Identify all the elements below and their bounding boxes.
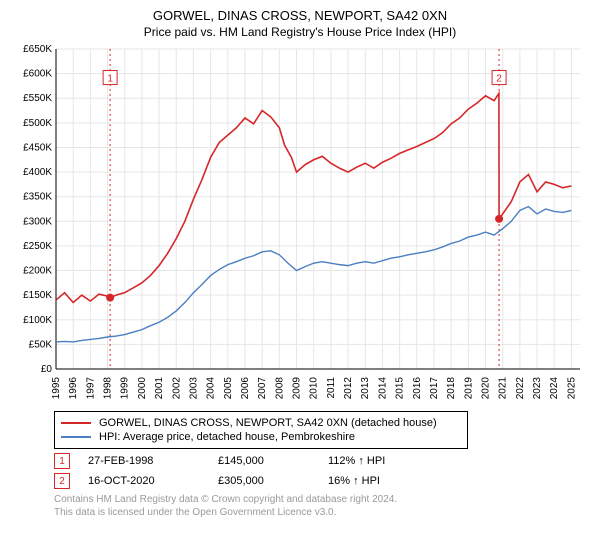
svg-text:£50K: £50K [29, 339, 53, 350]
svg-text:1996: 1996 [68, 377, 79, 400]
svg-text:£500K: £500K [23, 118, 52, 129]
svg-text:2001: 2001 [154, 377, 165, 400]
svg-text:2016: 2016 [412, 377, 423, 400]
chart-subtitle: Price paid vs. HM Land Registry's House … [12, 25, 588, 39]
svg-text:2007: 2007 [257, 377, 268, 400]
svg-text:2014: 2014 [377, 377, 388, 400]
legend-swatch [61, 422, 91, 424]
event-date: 27-FEB-1998 [88, 455, 218, 467]
svg-text:2011: 2011 [326, 377, 337, 399]
attribution: Contains HM Land Registry data © Crown c… [54, 493, 588, 519]
svg-text:2009: 2009 [292, 377, 303, 400]
svg-text:2012: 2012 [343, 377, 354, 400]
legend: GORWEL, DINAS CROSS, NEWPORT, SA42 0XN (… [54, 411, 468, 449]
svg-text:£400K: £400K [23, 167, 52, 178]
legend-item: HPI: Average price, detached house, Pemb… [61, 430, 461, 444]
svg-text:2005: 2005 [223, 377, 234, 400]
event-row: 1 27-FEB-1998£145,000112% ↑ HPI [54, 453, 588, 469]
svg-text:£100K: £100K [23, 315, 52, 326]
svg-text:2: 2 [496, 74, 502, 85]
attribution-line: This data is licensed under the Open Gov… [54, 506, 588, 519]
chart-container: GORWEL, DINAS CROSS, NEWPORT, SA42 0XN P… [0, 0, 600, 525]
svg-text:1999: 1999 [120, 377, 131, 400]
event-date: 16-OCT-2020 [88, 475, 218, 487]
svg-text:£250K: £250K [23, 241, 52, 252]
svg-text:£300K: £300K [23, 216, 52, 227]
svg-text:1997: 1997 [85, 377, 96, 400]
svg-text:1998: 1998 [103, 377, 114, 400]
svg-text:2002: 2002 [171, 377, 182, 400]
legend-swatch [61, 436, 91, 438]
svg-text:2019: 2019 [463, 377, 474, 400]
svg-text:2020: 2020 [481, 377, 492, 400]
event-pct: 112% ↑ HPI [328, 455, 385, 467]
svg-text:1995: 1995 [51, 377, 62, 400]
svg-text:1: 1 [107, 74, 113, 85]
svg-text:£200K: £200K [23, 266, 52, 277]
svg-text:£450K: £450K [23, 142, 52, 153]
event-list: 1 27-FEB-1998£145,000112% ↑ HPI 2 16-OCT-20… [54, 453, 588, 489]
chart-area: £0 £50K £100K £150K £200K £250K £300K £350K £400… [12, 45, 588, 405]
svg-text:2008: 2008 [274, 377, 285, 400]
legend-item: GORWEL, DINAS CROSS, NEWPORT, SA42 0XN (… [61, 416, 461, 430]
svg-text:2025: 2025 [566, 377, 577, 400]
svg-text:£650K: £650K [23, 45, 52, 55]
svg-text:2023: 2023 [532, 377, 543, 400]
svg-text:2013: 2013 [360, 377, 371, 400]
event-price: £305,000 [218, 475, 328, 487]
svg-text:2015: 2015 [395, 377, 406, 400]
svg-text:2024: 2024 [549, 377, 560, 400]
event-price: £145,000 [218, 455, 328, 467]
event-marker: 1 [54, 453, 70, 469]
svg-text:£150K: £150K [23, 290, 52, 301]
attribution-line: Contains HM Land Registry data © Crown c… [54, 493, 588, 506]
event-marker: 2 [54, 473, 70, 489]
svg-text:£350K: £350K [23, 192, 52, 203]
chart-title: GORWEL, DINAS CROSS, NEWPORT, SA42 0XN [12, 8, 588, 23]
event-pct: 16% ↑ HPI [328, 475, 380, 487]
svg-text:2010: 2010 [309, 377, 320, 400]
svg-text:2003: 2003 [188, 377, 199, 400]
svg-text:£600K: £600K [23, 69, 52, 80]
svg-text:£0: £0 [41, 364, 53, 375]
svg-text:2006: 2006 [240, 377, 251, 400]
svg-text:£550K: £550K [23, 93, 52, 104]
event-row: 2 16-OCT-2020£305,00016% ↑ HPI [54, 473, 588, 489]
svg-text:2022: 2022 [515, 377, 526, 400]
svg-text:2000: 2000 [137, 377, 148, 400]
legend-label: HPI: Average price, detached house, Pemb… [99, 431, 355, 443]
svg-text:2021: 2021 [498, 377, 509, 400]
line-chart-svg: £0 £50K £100K £150K £200K £250K £300K £350K £400… [12, 45, 588, 405]
svg-text:2004: 2004 [206, 377, 217, 400]
svg-text:2017: 2017 [429, 377, 440, 400]
svg-text:2018: 2018 [446, 377, 457, 400]
legend-label: GORWEL, DINAS CROSS, NEWPORT, SA42 0XN (… [99, 417, 437, 429]
